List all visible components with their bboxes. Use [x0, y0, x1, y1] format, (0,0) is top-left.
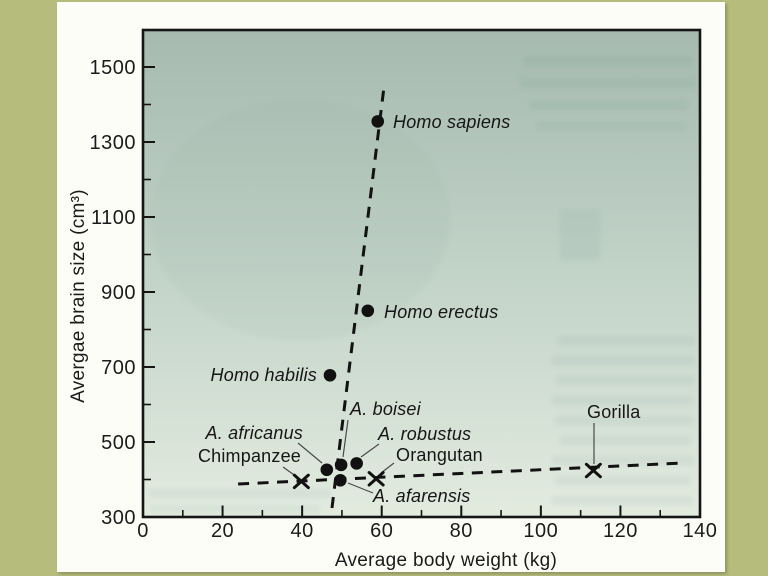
- leader-line-a_africanus: [297, 442, 323, 464]
- ghost-text-line: [150, 489, 330, 498]
- marker-a_africanus: [320, 463, 334, 477]
- marker-chimpanzee: [292, 473, 310, 490]
- marker-homo_sapiens: [371, 115, 385, 128]
- plot-border: [141, 28, 702, 519]
- point-label-a_afarensis: A. afarensis: [372, 486, 470, 506]
- y-tick-label: 500: [101, 432, 136, 454]
- marker-homo_habilis: [323, 368, 337, 382]
- y-tick-label: 300: [101, 507, 136, 529]
- leader-line-a_afarensis: [347, 482, 374, 494]
- page-showthrough: [150, 56, 696, 513]
- point-label-homo_erectus: Homo erectus: [384, 302, 498, 322]
- marker-a_afarensis: [334, 473, 347, 487]
- point-label-a_africanus: A. africanus: [205, 423, 303, 443]
- x-tick-label: 40: [291, 520, 314, 542]
- y-tick-label: 1100: [91, 207, 136, 229]
- ghost-text-line: [560, 436, 690, 445]
- marker-gorilla: [584, 462, 602, 479]
- ghost-text-line: [552, 396, 692, 405]
- ghost-text-line: [520, 78, 696, 88]
- ghost-text-line: [150, 505, 320, 513]
- x-tick-label: 20: [211, 520, 234, 542]
- point-label-a_boisei: A. boisei: [349, 399, 422, 419]
- point-label-homo_sapiens: Homo sapiens: [393, 112, 510, 132]
- ghost-text-line: [558, 336, 694, 345]
- y-tick-label: 900: [101, 282, 136, 304]
- ghost-brain-figure: [150, 100, 450, 340]
- ghost-text-line: [530, 100, 688, 110]
- marker-orangutan: [367, 471, 385, 487]
- y-tick-label: 1300: [90, 132, 137, 154]
- ghost-text-line: [556, 416, 692, 425]
- ghost-text-line: [560, 210, 600, 260]
- marker-homo_erectus: [361, 304, 375, 318]
- y-tick-label: 1500: [90, 57, 137, 79]
- trend-line-ape_trend: [238, 461, 683, 486]
- x-axis-title: Average body weight (kg): [335, 550, 557, 571]
- leader-line-a_boisei: [342, 419, 349, 458]
- point-label-chimpanzee: Chimpanzee: [198, 446, 301, 466]
- y-tick-label: 700: [101, 357, 136, 379]
- ghost-text-line: [552, 356, 694, 365]
- marker-a_boisei: [334, 458, 348, 472]
- trend-line-hominid_trend: [330, 85, 386, 509]
- point-label-orangutan: Orangutan: [396, 445, 483, 465]
- leader-line-a_robustus: [360, 443, 380, 458]
- ghost-text-line: [524, 56, 692, 66]
- ghost-text-line: [552, 456, 694, 465]
- ghost-text-line: [556, 476, 690, 485]
- x-tick-label: 100: [523, 520, 558, 542]
- y-axis-title: Avergae brain size (cm³): [68, 189, 89, 403]
- x-tick-label: 80: [450, 520, 473, 542]
- point-label-homo_habilis: Homo habilis: [211, 365, 317, 385]
- plot-area: [143, 30, 700, 517]
- ghost-text-line: [536, 122, 686, 131]
- x-tick-label: 60: [370, 520, 393, 542]
- x-tick-label: 0: [137, 520, 149, 542]
- marker-a_robustus: [350, 457, 363, 470]
- point-label-gorilla: Gorilla: [587, 402, 641, 422]
- x-tick-label: 120: [603, 520, 638, 542]
- point-label-a_robustus: A. robustus: [377, 424, 471, 444]
- ghost-text-line: [556, 376, 694, 385]
- x-tick-label: 140: [683, 520, 718, 542]
- ghost-text-line: [552, 496, 692, 505]
